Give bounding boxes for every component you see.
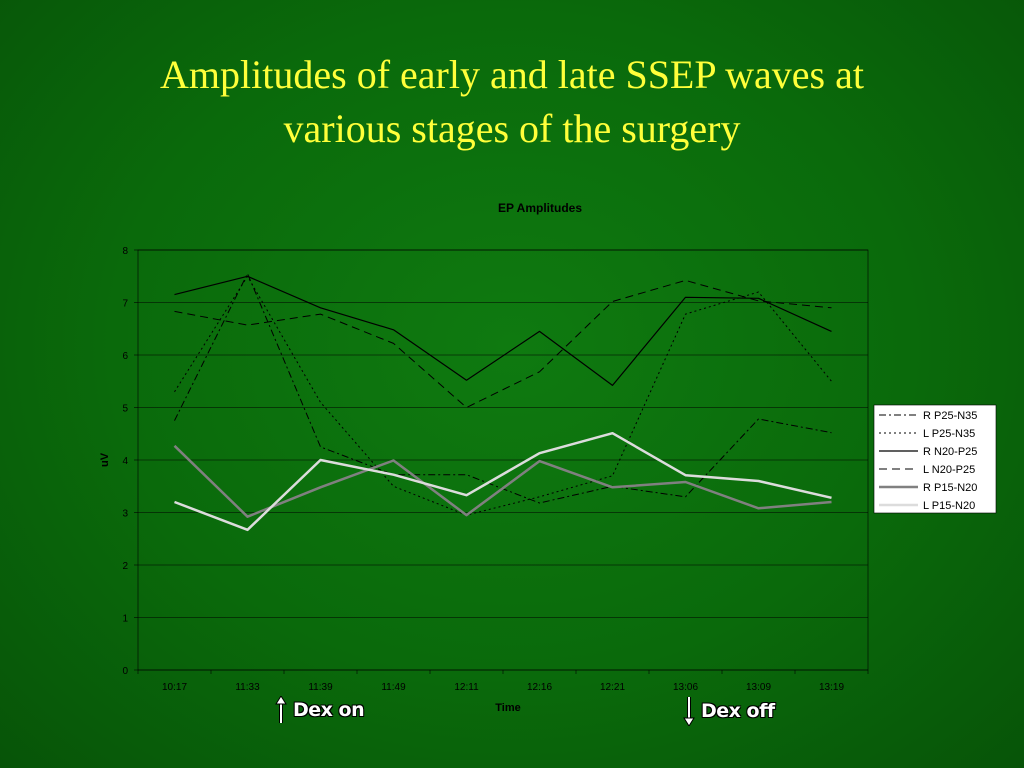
x-tick-label: 13:06 bbox=[673, 682, 698, 693]
y-tick-label: 5 bbox=[122, 404, 128, 415]
y-tick-label: 2 bbox=[122, 561, 128, 572]
legend-label: R P25-N35 bbox=[923, 410, 977, 422]
y-tick-label: 6 bbox=[122, 351, 128, 362]
dex-off-label: Dex off bbox=[701, 700, 775, 722]
x-tick-label: 13:09 bbox=[746, 682, 771, 693]
slide-title-line-2: various stages of the surgery bbox=[283, 106, 741, 151]
x-tick-label: 10:17 bbox=[162, 682, 187, 693]
legend-label: R P15-N20 bbox=[923, 482, 977, 494]
y-tick-label: 0 bbox=[122, 666, 128, 677]
x-tick-label: 11:39 bbox=[308, 682, 333, 693]
y-tick-label: 7 bbox=[122, 299, 128, 310]
series-line-r-p15-n20 bbox=[173, 444, 832, 518]
y-tick-label: 4 bbox=[122, 456, 128, 467]
x-tick-label: 11:49 bbox=[381, 682, 406, 693]
series-line-l-p15-n20 bbox=[174, 431, 832, 532]
y-axis-label: uV bbox=[99, 452, 111, 467]
slide-title: Amplitudes of early and late SSEP waves … bbox=[60, 48, 964, 156]
y-tick-label: 8 bbox=[122, 246, 128, 257]
slide-title-line-1: Amplitudes of early and late SSEP waves … bbox=[160, 52, 864, 97]
x-tick-label: 12:16 bbox=[527, 682, 552, 693]
series-line-r-p25-n35 bbox=[174, 273, 832, 504]
legend-box bbox=[873, 404, 997, 514]
arrow-down-icon bbox=[683, 697, 695, 726]
dex-off-annotation: Dex off bbox=[683, 696, 775, 726]
chart-title: EP Amplitudes bbox=[498, 201, 582, 215]
chart-legend: R P25-N35 L P25-N35 R N20-P25 L N20-P25 R P1… bbox=[873, 404, 997, 514]
legend-label: L P25-N35 bbox=[923, 428, 975, 440]
legend-label: L N20-P25 bbox=[923, 464, 975, 476]
series-line-r-n20-p25 bbox=[174, 275, 832, 386]
legend-label: L P15-N20 bbox=[923, 500, 975, 512]
arrow-up-icon bbox=[275, 696, 287, 723]
x-tick-label: 12:21 bbox=[600, 682, 625, 693]
y-tick-label: 1 bbox=[122, 614, 128, 625]
legend-label: R N20-P25 bbox=[923, 446, 977, 458]
y-tick-label: 3 bbox=[122, 509, 128, 520]
x-tick-label: 12:11 bbox=[454, 682, 479, 693]
x-tick-label: 11:33 bbox=[235, 682, 260, 693]
x-tick-label: 13:19 bbox=[819, 682, 844, 693]
dex-on-label: Dex on bbox=[293, 699, 365, 721]
dex-on-annotation: Dex on bbox=[275, 696, 365, 724]
series-line-l-n20-p25 bbox=[174, 279, 832, 408]
x-axis-label: Time bbox=[495, 702, 520, 714]
